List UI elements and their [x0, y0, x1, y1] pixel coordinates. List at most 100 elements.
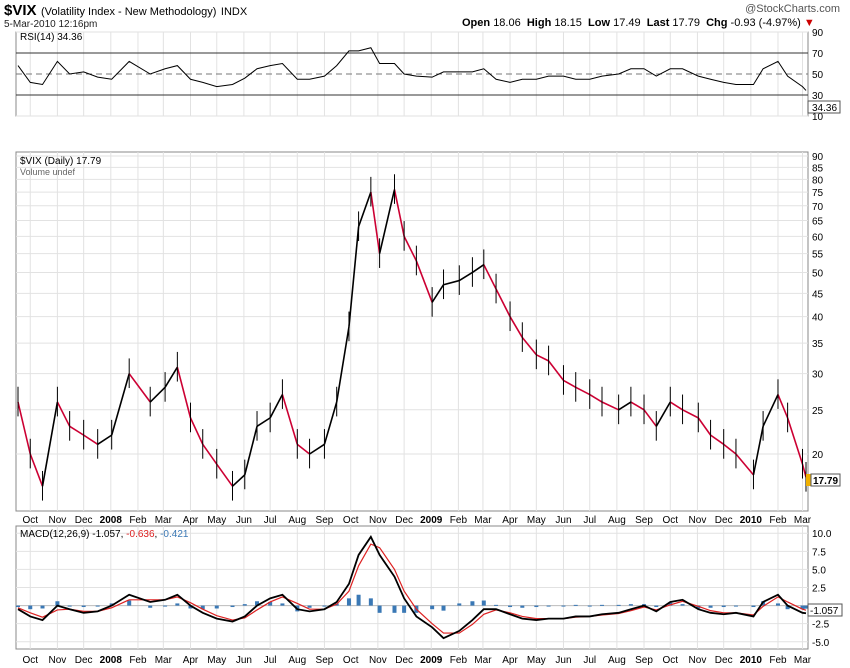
x-tick-label: Oct — [663, 515, 679, 526]
signal-line — [17, 543, 807, 634]
x-tick-label: Oct — [663, 655, 679, 666]
macd-histogram-bar — [587, 605, 592, 607]
macd-tick-label: -2.5 — [812, 620, 830, 631]
vix-segment-down — [176, 366, 192, 419]
x-tick-label: Feb — [769, 655, 787, 666]
x-tick-label: 2008 — [100, 515, 123, 526]
macd-tick-label: 5.0 — [812, 565, 826, 576]
vix-segment-down — [69, 425, 85, 436]
vix-segment-down — [723, 443, 737, 455]
macd-histogram-bar — [494, 604, 499, 606]
macd-histogram-bar — [322, 605, 327, 607]
high-value: 18.15 — [554, 17, 582, 29]
macd-histogram-bar — [242, 604, 247, 606]
vix-segment-up — [256, 417, 271, 427]
x-tick-label: Nov — [369, 515, 387, 526]
vix-segment-down — [682, 409, 699, 419]
rsi-tick-label: 70 — [812, 49, 824, 60]
macd-histogram-bar — [95, 605, 100, 607]
vix-segment-down — [281, 394, 299, 445]
macd-histogram-bar — [28, 605, 33, 610]
vix-segment-up — [97, 434, 113, 446]
x-tick-label: May — [207, 515, 226, 526]
macd-histogram-bar — [696, 605, 701, 609]
price-legend-label: $VIX (Daily) — [20, 156, 73, 167]
macd-histogram-bar — [785, 605, 790, 610]
open-value: 18.06 — [493, 17, 521, 29]
x-tick-label: 2010 — [740, 515, 763, 526]
rsi-last-marker: 34.36 — [812, 103, 837, 114]
price-legend: $VIX (Daily) 17.79 — [20, 156, 102, 167]
chg-value: -0.93 (-4.97%) — [730, 17, 801, 29]
macd-histogram-bar — [561, 605, 566, 607]
grid — [16, 31, 808, 649]
vix-segment-down — [563, 379, 577, 389]
x-tick-label: Oct — [343, 655, 359, 666]
vix-segment-down — [370, 192, 381, 254]
vix-segment-up — [378, 189, 396, 254]
vix-segment-down — [710, 434, 725, 445]
x-tick-label: Jun — [236, 655, 252, 666]
price-last-marker-box — [810, 473, 841, 487]
price-tick-label: 65 — [812, 216, 824, 227]
macd-histogram-bar — [508, 605, 513, 608]
x-tick-label: Jul — [264, 515, 277, 526]
x-tick-label: Dec — [395, 515, 413, 526]
macd-histogram-bar — [733, 605, 738, 607]
macd-histogram-bar — [708, 605, 713, 608]
macd-histogram-bar — [127, 600, 132, 606]
macd-histogram-bar — [163, 605, 168, 607]
vix-segment-down — [589, 393, 603, 403]
x-tick-label: Oct — [22, 515, 38, 526]
vix-segment-down — [189, 417, 204, 445]
price-tick-label: 90 — [812, 152, 824, 163]
price-tick-label: 45 — [812, 289, 824, 300]
high-label: High — [526, 17, 552, 29]
price-layer — [17, 174, 807, 501]
rsi-line — [17, 47, 807, 91]
macd-line — [17, 535, 807, 640]
macd-histogram-bar — [751, 605, 756, 608]
x-tick-label: Nov — [369, 655, 387, 666]
macd-layer — [16, 535, 808, 640]
vix-segment-up — [323, 401, 338, 445]
macd-histogram-bar — [546, 605, 551, 607]
macd-histogram-bar — [67, 605, 72, 607]
macd-histogram-bar — [280, 603, 285, 606]
x-tick-label: Dec — [715, 515, 733, 526]
macd-histogram-bar — [392, 605, 397, 613]
chg-label: Chg — [706, 17, 728, 29]
x-tick-label: 2009 — [420, 515, 443, 526]
x-tick-label: Aug — [288, 515, 306, 526]
x-tick-label: Mar — [794, 655, 812, 666]
x-tick-label: Apr — [502, 655, 518, 666]
vix-segment-down — [777, 394, 789, 419]
price-tick-label: 25 — [812, 406, 824, 417]
rsi-tick-label: 50 — [812, 70, 824, 81]
vix-segment-down — [216, 463, 234, 487]
price-last-marker: 17.79 — [813, 476, 838, 487]
vix-segment-down — [495, 288, 511, 318]
x-tick-label: 2009 — [420, 655, 443, 666]
vix-segment-down — [601, 401, 619, 411]
x-tick-label: Apr — [183, 655, 199, 666]
price-last-tick — [806, 474, 811, 486]
chart-header: $VIX (Volatility Index - New Methodology… — [4, 2, 247, 20]
vix-segment-up — [458, 271, 473, 282]
macd-histogram-bar — [175, 603, 180, 606]
vix-segment-down — [575, 386, 591, 396]
quote-bar: Open 18.06 High 18.15 Low 17.49 Last 17.… — [462, 17, 815, 29]
rsi-legend-label: RSI(14) — [20, 32, 54, 43]
open-label: Open — [462, 17, 491, 29]
rsi-tick-label: 90 — [812, 28, 824, 39]
price-tick-label: 40 — [812, 313, 824, 324]
vix-segment-up — [348, 226, 360, 327]
x-tick-label: Mar — [155, 515, 173, 526]
rsi-last-marker-box — [807, 100, 841, 114]
volume-legend: Volume undef — [20, 167, 76, 177]
symbol: $VIX — [4, 2, 37, 19]
axis-layer: Oct Oct Nov Nov Dec Dec 2008 2008 Feb Feb Mar Mar Ap… — [22, 28, 831, 666]
vix-segment-up — [41, 401, 59, 487]
vix-segment-down — [535, 354, 549, 362]
